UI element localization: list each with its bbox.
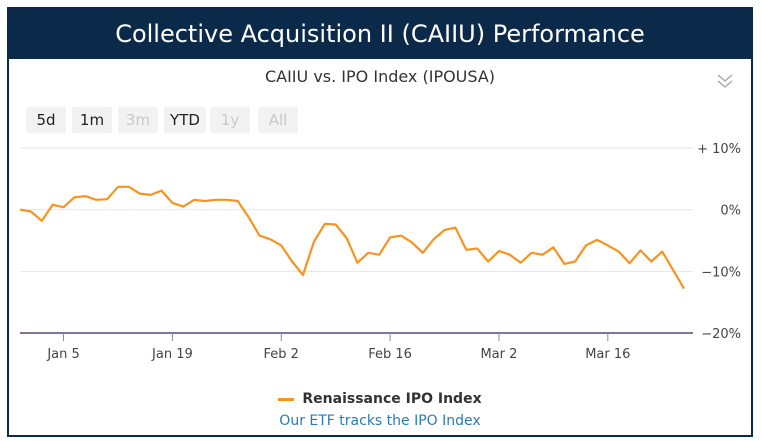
widget-frame: Collective Acquisition II (CAIIU) Perfor… <box>7 7 753 437</box>
legend[interactable]: Renaissance IPO Index <box>9 391 751 407</box>
etf-link[interactable]: Our ETF tracks the IPO Index <box>279 413 481 429</box>
x-tick-label: Jan 19 <box>151 347 193 362</box>
x-tick-label: Mar 2 <box>480 347 517 362</box>
page-header: Collective Acquisition II (CAIIU) Perfor… <box>9 9 751 59</box>
x-tick-label: Mar 16 <box>585 347 630 362</box>
range-button-all[interactable]: All <box>258 107 298 133</box>
series-line-renaissance-ipo-index <box>19 185 685 290</box>
legend-label: Renaissance IPO Index <box>302 391 482 407</box>
x-tick-label: Jan 5 <box>46 347 79 362</box>
range-button-1m[interactable]: 1m <box>72 107 112 133</box>
y-tick-label: 0% <box>720 204 741 219</box>
y-tick-label: + 10% <box>697 142 741 157</box>
y-tick-label: −10% <box>701 265 741 280</box>
legend-swatch <box>278 397 295 401</box>
x-tick-label: Feb 16 <box>368 347 412 362</box>
page-title: Collective Acquisition II (CAIIU) Perfor… <box>115 20 645 48</box>
range-button-5d[interactable]: 5d <box>26 107 66 133</box>
range-button-3m[interactable]: 3m <box>118 107 158 133</box>
chevron-double-down-icon[interactable] <box>715 71 735 91</box>
range-button-1y[interactable]: 1y <box>210 107 250 133</box>
chart-title: CAIIU vs. IPO Index (IPOUSA) <box>264 67 496 86</box>
plot-area: + 10% 0% −10% −20% Jan 5 Jan 19 Feb 2 Feb 16 Mar… <box>19 142 741 362</box>
x-tick-label: Feb 2 <box>264 347 299 362</box>
range-button-ytd[interactable]: YTD <box>164 107 206 133</box>
y-tick-label: −20% <box>701 327 741 342</box>
